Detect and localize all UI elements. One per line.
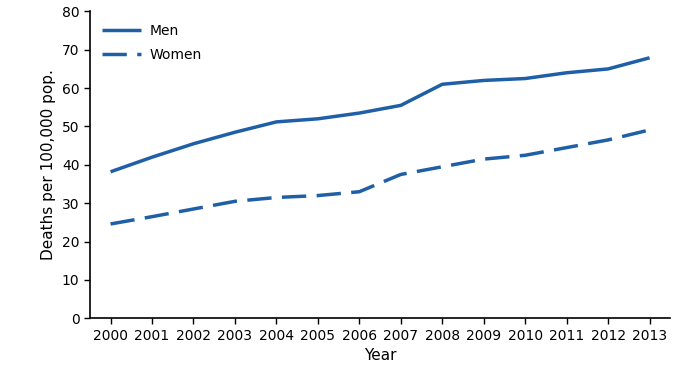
Men	[231, 130, 239, 135]
Men	[397, 103, 405, 108]
Y-axis label: Deaths per 100,000 pop.: Deaths per 100,000 pop.	[41, 69, 56, 260]
Legend: Men, Women: Men, Women	[95, 17, 209, 69]
X-axis label: Year: Year	[363, 348, 397, 363]
Line: Men: Men	[111, 58, 650, 172]
Men	[604, 67, 612, 71]
Women	[314, 193, 322, 198]
Women	[438, 164, 446, 169]
Women	[231, 199, 239, 204]
Women	[562, 145, 571, 150]
Men	[189, 141, 198, 146]
Men	[480, 78, 488, 83]
Women	[604, 138, 612, 142]
Men	[106, 169, 115, 174]
Women	[272, 195, 281, 200]
Women	[480, 157, 488, 161]
Women	[355, 190, 363, 194]
Men	[645, 56, 654, 60]
Men	[438, 82, 446, 86]
Men	[562, 70, 571, 75]
Women	[397, 172, 405, 177]
Men	[272, 120, 281, 124]
Women	[106, 222, 115, 226]
Women	[189, 207, 198, 211]
Line: Women: Women	[111, 130, 650, 224]
Men	[148, 155, 156, 160]
Women	[148, 215, 156, 219]
Women	[645, 128, 654, 132]
Women	[521, 153, 529, 158]
Men	[355, 111, 363, 115]
Men	[314, 116, 322, 121]
Men	[521, 76, 529, 81]
